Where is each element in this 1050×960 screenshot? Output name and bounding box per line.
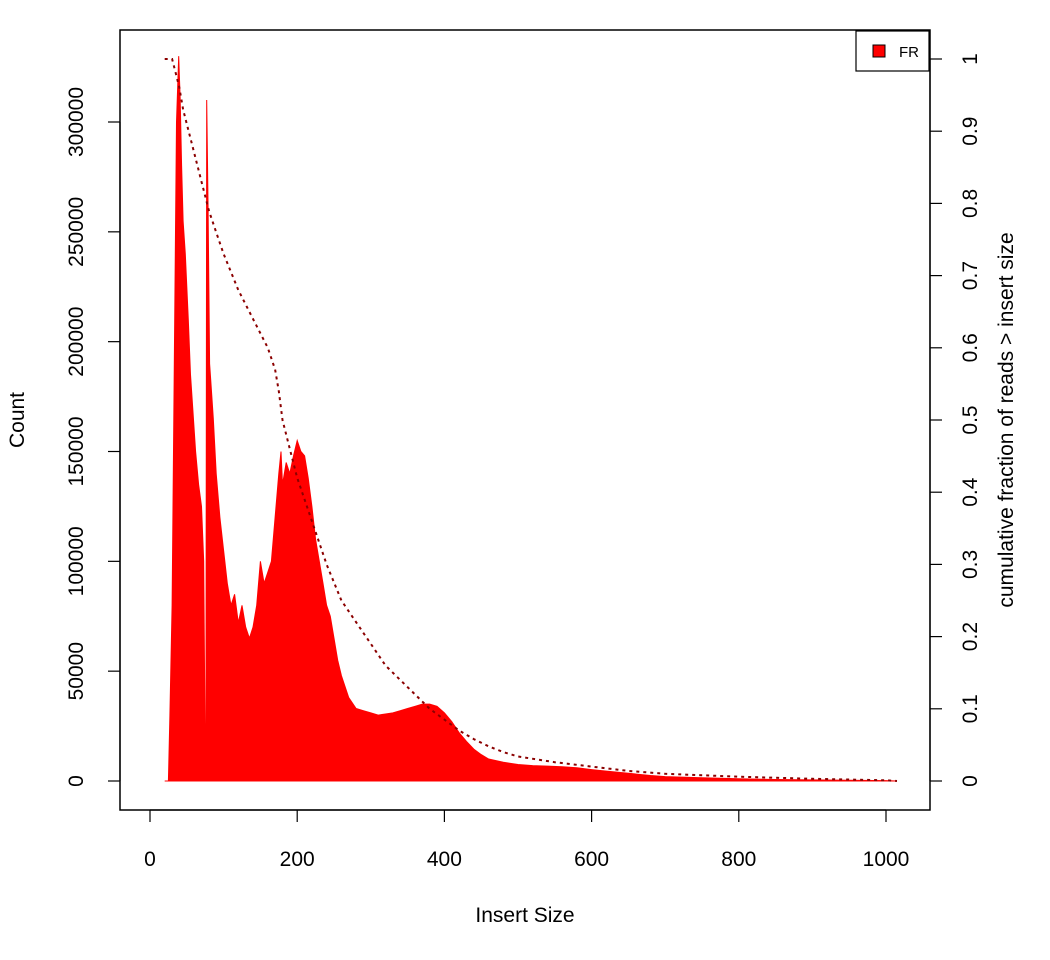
y2-tick-label: 0.1 — [959, 694, 982, 723]
y2-tick-label: 1 — [959, 53, 982, 65]
y-axis-title: Count — [6, 392, 29, 448]
x-tick-label: 600 — [574, 848, 609, 871]
y2-tick-label: 0.5 — [959, 405, 982, 434]
cumulative-fraction-line — [164, 58, 898, 782]
y2-tick-label: 0.8 — [959, 189, 982, 218]
legend: FR — [855, 30, 930, 72]
y-tick-label: 0 — [65, 775, 88, 787]
y-axis-right: 0 0.1 0.2 0.3 0.4 0.5 0.6 0.7 0.8 0.9 1 — [929, 53, 982, 787]
y2-tick-label: 0.3 — [959, 550, 982, 579]
legend-box — [855, 30, 930, 72]
x-tick-label: 200 — [280, 848, 315, 871]
y-tick-label: 300000 — [65, 87, 88, 157]
y2-tick-label: 0.7 — [959, 261, 982, 290]
y2-tick-label: 0 — [959, 775, 982, 787]
y2-tick-label: 0.6 — [959, 333, 982, 362]
y-tick-label: 250000 — [65, 197, 88, 267]
y2-tick-label: 0.9 — [959, 117, 982, 146]
y-tick-label: 50000 — [65, 642, 88, 700]
y2-tick-label: 0.2 — [959, 622, 982, 651]
y-axis-left: 0 50000 100000 150000 200000 250000 300000 — [65, 87, 121, 787]
y2-tick-label: 0.4 — [959, 477, 982, 507]
y-tick-label: 100000 — [65, 526, 88, 596]
x-tick-label: 1000 — [863, 848, 910, 871]
y2-axis-title: cumulative fraction of reads > insert si… — [995, 232, 1018, 607]
y-tick-label: 200000 — [65, 307, 88, 377]
legend-label-fr: FR — [899, 44, 919, 61]
y-tick-label: 150000 — [65, 416, 88, 486]
legend-swatch-fr — [872, 44, 886, 58]
x-tick-label: 400 — [427, 848, 462, 871]
histogram-area-fr — [164, 56, 898, 782]
x-tick-label: 800 — [721, 848, 756, 871]
x-axis-title: Insert Size — [475, 904, 574, 927]
x-axis: 0 200 400 600 800 1000 — [144, 809, 910, 871]
x-tick-label: 0 — [144, 848, 156, 871]
